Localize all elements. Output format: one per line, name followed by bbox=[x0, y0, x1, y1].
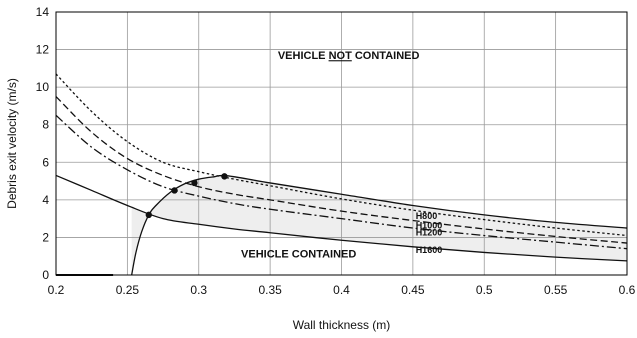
vehicle-not-contained-annotation: VEHICLE NOT CONTAINED bbox=[278, 50, 420, 62]
y-axis-label: Debris exit velocity (m/s) bbox=[5, 78, 19, 209]
x-tick-label: 0.25 bbox=[116, 283, 140, 297]
series-label-h1000: H1000 bbox=[416, 221, 443, 231]
series-label-h1600: H1600 bbox=[416, 245, 443, 255]
intersection-point bbox=[221, 173, 228, 180]
y-tick-label: 2 bbox=[42, 230, 49, 244]
x-axis-label: Wall thickness (m) bbox=[293, 318, 391, 332]
intersection-point bbox=[145, 211, 152, 219]
contained-transition-shading bbox=[131, 175, 627, 275]
containment-boundary-curve bbox=[131, 174, 628, 276]
y-tick-label: 6 bbox=[42, 155, 49, 169]
not-contained-emphasis: NOT bbox=[329, 50, 353, 62]
series-line-h1600 bbox=[55, 174, 628, 262]
not-contained-suffix: CONTAINED bbox=[352, 50, 420, 62]
y-tick-label: 4 bbox=[42, 193, 49, 207]
x-tick-label: 0.55 bbox=[544, 283, 568, 297]
vehicle-contained-annotation: VEHICLE CONTAINED bbox=[241, 248, 356, 260]
series-line-h1000 bbox=[55, 96, 628, 244]
x-tick-label: 0.3 bbox=[190, 283, 207, 297]
y-tick-label: 12 bbox=[36, 43, 50, 57]
plot-frame bbox=[55, 11, 628, 276]
series-label-h800: H800 bbox=[416, 211, 438, 221]
x-tick-label: 0.45 bbox=[401, 283, 425, 297]
x-tick-label: 0.6 bbox=[619, 283, 636, 297]
intersection-point bbox=[171, 187, 178, 194]
y-tick-label: 14 bbox=[36, 5, 50, 19]
series-line-h1200 bbox=[55, 114, 628, 250]
y-tick-label: 10 bbox=[36, 80, 50, 94]
intersection-point bbox=[191, 179, 198, 187]
not-contained-prefix: VEHICLE bbox=[278, 50, 329, 62]
series-label-h1200: H1200 bbox=[416, 228, 443, 238]
x-tick-label: 0.35 bbox=[258, 283, 282, 297]
y-tick-label: 8 bbox=[42, 118, 49, 132]
series-line-h800 bbox=[55, 73, 628, 237]
y-tick-label: 0 bbox=[42, 268, 49, 282]
x-tick-label: 0.5 bbox=[476, 283, 493, 297]
x-tick-label: 0.2 bbox=[48, 283, 65, 297]
x-tick-label: 0.4 bbox=[333, 283, 350, 297]
